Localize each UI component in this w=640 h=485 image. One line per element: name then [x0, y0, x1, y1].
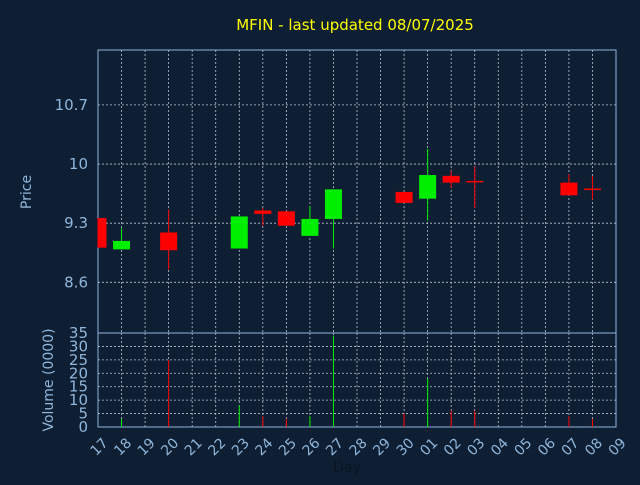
- candle-07: [560, 174, 578, 196]
- volume-tick-label: 20: [69, 364, 88, 382]
- candle-30: [395, 191, 413, 203]
- volume-tick-label: 5: [78, 405, 88, 423]
- candle-body: [230, 216, 248, 249]
- volume-bars-layer: [121, 335, 593, 427]
- volume-axis-label: Volume (0000): [41, 328, 57, 431]
- price-tick-label: 9.3: [64, 214, 88, 232]
- price-tick-label: 8.6: [64, 273, 88, 291]
- price-tick-label: 10.7: [55, 96, 88, 114]
- candle-body: [560, 182, 578, 196]
- chart-title: MFIN - last updated 08/07/2025: [236, 16, 474, 34]
- candle-body: [301, 218, 319, 236]
- candle-body: [160, 232, 178, 251]
- candle-25: [277, 211, 295, 226]
- candle-01: [419, 148, 437, 221]
- candle-body: [395, 191, 413, 203]
- candle-20: [160, 209, 178, 270]
- volume-tick-label: 30: [69, 337, 88, 355]
- candle-08: [583, 175, 601, 200]
- candle-24: [254, 207, 272, 226]
- candle-body: [419, 175, 437, 199]
- candle-02: [442, 170, 460, 188]
- candles-layer: [97, 148, 601, 270]
- volume-tick-label: 35: [69, 324, 88, 342]
- volume-tick-label: 0: [78, 418, 88, 436]
- candle-body: [324, 189, 342, 219]
- day-axis-ticks: 17 18 19 20 21 22 23 24 25 26 27 28 29 30 01 02 03 04 05 06…: [88, 435, 630, 459]
- candle-18: [113, 228, 131, 250]
- candle-body: [583, 188, 601, 191]
- candle-body: [113, 240, 131, 250]
- candle-body: [254, 210, 272, 214]
- candle-03: [466, 166, 484, 208]
- price-axis-label: Price: [19, 175, 35, 209]
- candle-body: [466, 180, 484, 183]
- candle-17: [97, 218, 107, 248]
- price-axis-ticks: 8.6 9.3 10 10.7: [55, 96, 88, 291]
- day-axis-label: Day: [333, 460, 361, 476]
- candle-body: [442, 175, 460, 183]
- candle-23: [230, 216, 248, 249]
- candle-26: [301, 206, 319, 236]
- candle-body: [98, 218, 107, 248]
- volume-tick-label: 15: [69, 378, 88, 396]
- volume-panel-frame: [97, 332, 617, 428]
- volume-tick-label: 25: [69, 351, 88, 369]
- price-tick-label: 10: [69, 155, 88, 173]
- candle-27: [324, 189, 342, 249]
- volume-tick-label: 10: [69, 391, 88, 409]
- candle-body: [277, 211, 295, 226]
